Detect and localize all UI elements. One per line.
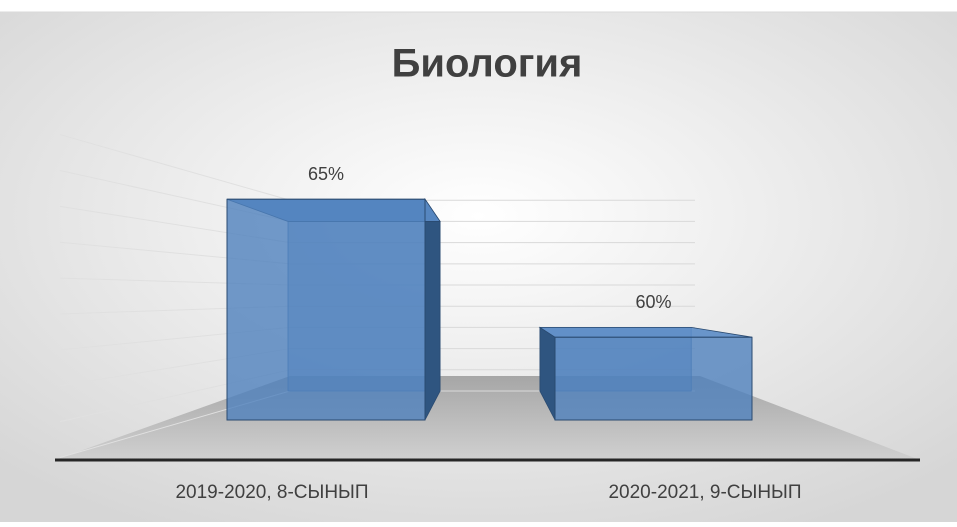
x-tick-label: 2020-2021, 9-СЫНЫП [608, 482, 801, 503]
chart-title: Биология [392, 42, 583, 86]
bar-3d [538, 326, 753, 421]
data-label: 65% [308, 164, 344, 184]
x-tick-label: 2019-2020, 8-СЫНЫП [175, 482, 368, 503]
bar-3d [226, 197, 441, 421]
bar [554, 336, 753, 421]
bar-side [424, 197, 441, 421]
data-label: 60% [635, 292, 671, 312]
side-grid-line [59, 134, 291, 201]
bar [226, 198, 426, 421]
